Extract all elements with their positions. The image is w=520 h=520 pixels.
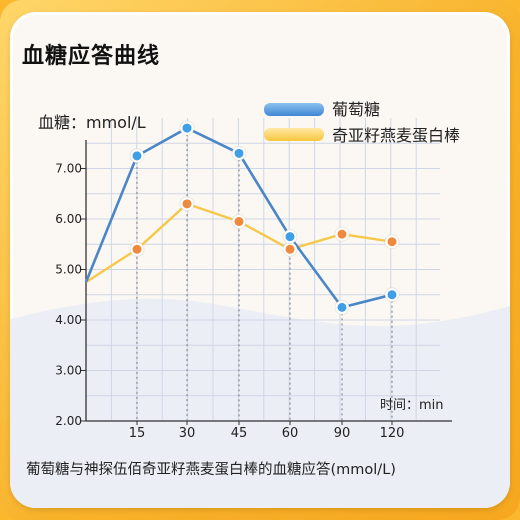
legend: 葡萄糖 奇亚籽燕麦蛋白棒 (264, 100, 460, 145)
data-point-series-2 (234, 217, 244, 227)
legend-label-series-2: 奇亚籽燕麦蛋白棒 (332, 126, 460, 145)
y-tick-label: 2.00 (55, 414, 82, 428)
legend-swatch-series-2 (264, 128, 324, 141)
data-point-series-2 (132, 244, 142, 254)
y-tick-label: 6.00 (55, 212, 82, 226)
y-tick-label: 5.00 (55, 263, 82, 277)
data-point-series-1 (337, 302, 347, 312)
y-tick-label: 7.00 (55, 162, 82, 176)
x-dash-guides (136, 134, 393, 421)
x-tick-label: 15 (129, 426, 146, 441)
legend-label-series-1: 葡萄糖 (332, 100, 380, 119)
data-point-series-1 (182, 123, 192, 133)
page-title: 血糖应答曲线 (22, 44, 161, 69)
y-tick-label: 4.00 (55, 313, 82, 327)
data-point-series-1 (132, 151, 142, 161)
x-axis-label: 时间：min (380, 398, 444, 413)
tick-labels: 2.00 3.00 4.00 5.00 6.00 7.00 15 30 45 60 90 120 (55, 162, 404, 442)
background-wave (10, 298, 510, 508)
data-point-series-2 (182, 199, 192, 209)
y-axis-label: 血糖：mmol/L (38, 113, 146, 132)
x-tick-label: 60 (282, 426, 299, 441)
data-point-series-1 (387, 290, 397, 300)
data-point-series-1 (234, 148, 244, 158)
data-point-series-2 (387, 237, 397, 247)
legend-swatch-series-1 (264, 103, 324, 116)
x-tick-label: 120 (380, 426, 405, 441)
x-tick-label: 30 (179, 426, 196, 441)
data-point-series-2 (285, 244, 295, 254)
chart-grid (86, 118, 440, 421)
data-point-series-2 (337, 229, 347, 239)
data-point-series-1 (285, 232, 295, 242)
x-tick-label: 45 (231, 426, 248, 441)
chart-caption: 葡萄糖与神探伍佰奇亚籽燕麦蛋白棒的血糖应答(mmol/L) (26, 462, 396, 478)
y-tick-label: 3.00 (55, 364, 82, 378)
x-tick-label: 90 (334, 426, 351, 441)
data-points (129, 120, 400, 315)
